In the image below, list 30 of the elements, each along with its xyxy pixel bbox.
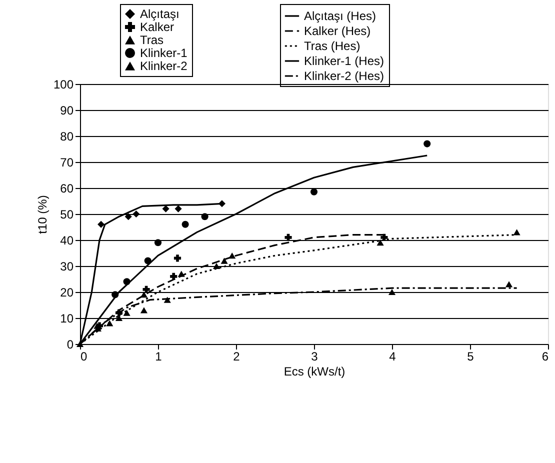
legend-label: Alçıtaşı (Hes) (304, 9, 376, 23)
y-tick-label: 10 (60, 312, 74, 326)
legend-label: Alçıtaşı (140, 7, 180, 21)
x-tick-label: 6 (542, 350, 549, 364)
legend-label: Klinker-1 (140, 46, 188, 60)
x-tick-label: 5 (467, 350, 474, 364)
y-tick-label: 80 (60, 130, 74, 144)
y-tick-label: 100 (53, 78, 74, 92)
y-tick-label: 90 (60, 104, 74, 118)
legend-label: Klinker-2 (Hes) (304, 69, 384, 83)
y-tick-label: 50 (60, 208, 74, 222)
x-tick-label: 1 (155, 350, 162, 364)
y-tick-label: 20 (60, 286, 74, 300)
y-tick-label: 60 (60, 182, 74, 196)
y-tick-label: 70 (60, 156, 74, 170)
legend-label: Tras (Hes) (304, 39, 360, 53)
x-tick-label: 0 (80, 350, 88, 364)
y-tick-label: 0 (66, 338, 74, 352)
legend-label: Kalker (Hes) (304, 24, 371, 38)
legend-label: Klinker-1 (Hes) (304, 54, 384, 68)
y-tick-label: 40 (60, 234, 74, 248)
x-tick-label: 2 (233, 350, 240, 364)
x-axis-title: Ecs (kWs/t) (284, 364, 346, 378)
y-axis-title: t10 (%) (35, 195, 50, 234)
y-tick-label: 30 (60, 260, 74, 274)
legend-label: Klinker-2 (140, 59, 188, 73)
legend-label: Tras (140, 33, 164, 47)
legend-label: Kalker (140, 20, 174, 34)
x-tick-label: 3 (311, 350, 318, 364)
x-tick-label: 4 (389, 350, 396, 364)
